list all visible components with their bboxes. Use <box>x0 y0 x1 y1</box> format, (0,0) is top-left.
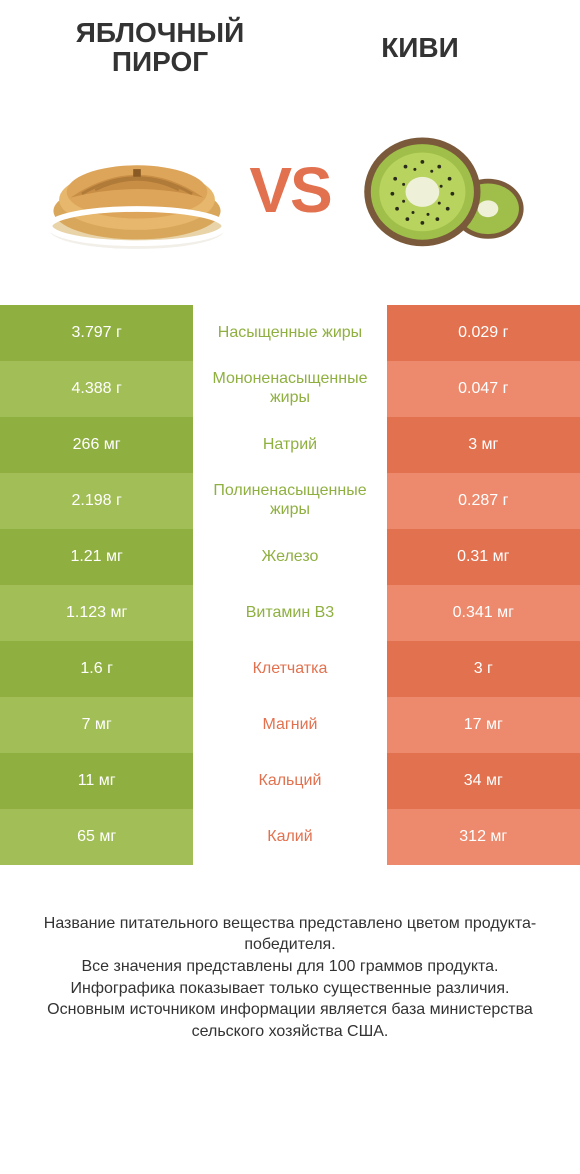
footer-line: Название питательного вещества представл… <box>24 913 556 956</box>
footer-line: Инфографика показывает только существенн… <box>24 978 556 1000</box>
table-row: 7 мгМагний17 мг <box>0 697 580 753</box>
nutrient-label: Калий <box>193 809 386 865</box>
left-value: 65 мг <box>0 809 193 865</box>
right-product-title: КИВИ <box>290 33 550 62</box>
left-value: 1.6 г <box>0 641 193 697</box>
nutrient-label: Мононенасыщенные жиры <box>193 361 386 417</box>
footer-line: Все значения представлены для 100 граммо… <box>24 956 556 978</box>
footer-notes: Название питательного вещества представл… <box>0 865 580 1043</box>
left-product-title: ЯБЛОЧНЫЙ ПИРОГ <box>30 18 290 77</box>
left-value: 3.797 г <box>0 305 193 361</box>
left-value: 11 мг <box>0 753 193 809</box>
left-value: 1.123 мг <box>0 585 193 641</box>
left-value: 4.388 г <box>0 361 193 417</box>
right-value: 34 мг <box>387 753 580 809</box>
header: ЯБЛОЧНЫЙ ПИРОГ КИВИ <box>0 0 580 85</box>
nutrient-label: Кальций <box>193 753 386 809</box>
kiwi-icon <box>348 115 538 265</box>
table-row: 266 мгНатрий3 мг <box>0 417 580 473</box>
right-product-image <box>337 115 550 265</box>
nutrient-label: Витамин B3 <box>193 585 386 641</box>
right-value: 3 мг <box>387 417 580 473</box>
left-value: 1.21 мг <box>0 529 193 585</box>
table-row: 1.21 мгЖелезо0.31 мг <box>0 529 580 585</box>
nutrient-table: 3.797 гНасыщенные жиры0.029 г4.388 гМоно… <box>0 305 580 865</box>
left-value: 7 мг <box>0 697 193 753</box>
right-value: 0.31 мг <box>387 529 580 585</box>
right-value: 3 г <box>387 641 580 697</box>
table-row: 11 мгКальций34 мг <box>0 753 580 809</box>
nutrient-label: Магний <box>193 697 386 753</box>
right-value: 0.341 мг <box>387 585 580 641</box>
right-value: 312 мг <box>387 809 580 865</box>
footer-line: Основным источником информации является … <box>24 999 556 1042</box>
nutrient-label: Полиненасыщенные жиры <box>193 473 386 529</box>
nutrient-label: Натрий <box>193 417 386 473</box>
right-value: 0.047 г <box>387 361 580 417</box>
nutrient-label: Железо <box>193 529 386 585</box>
table-row: 2.198 гПолиненасыщенные жиры0.287 г <box>0 473 580 529</box>
table-row: 3.797 гНасыщенные жиры0.029 г <box>0 305 580 361</box>
table-row: 4.388 гМононенасыщенные жиры0.047 г <box>0 361 580 417</box>
left-value: 2.198 г <box>0 473 193 529</box>
table-row: 65 мгКалий312 мг <box>0 809 580 865</box>
vs-label: VS <box>243 153 336 227</box>
table-row: 1.123 мгВитамин B30.341 мг <box>0 585 580 641</box>
images-row: VS <box>0 85 580 305</box>
left-value: 266 мг <box>0 417 193 473</box>
nutrient-label: Насыщенные жиры <box>193 305 386 361</box>
right-value: 0.029 г <box>387 305 580 361</box>
table-row: 1.6 гКлетчатка3 г <box>0 641 580 697</box>
right-value: 17 мг <box>387 697 580 753</box>
left-product-image <box>30 120 243 260</box>
right-value: 0.287 г <box>387 473 580 529</box>
infographic-container: ЯБЛОЧНЫЙ ПИРОГ КИВИ VS <box>0 0 580 1174</box>
apple-pie-icon <box>42 120 232 260</box>
nutrient-label: Клетчатка <box>193 641 386 697</box>
